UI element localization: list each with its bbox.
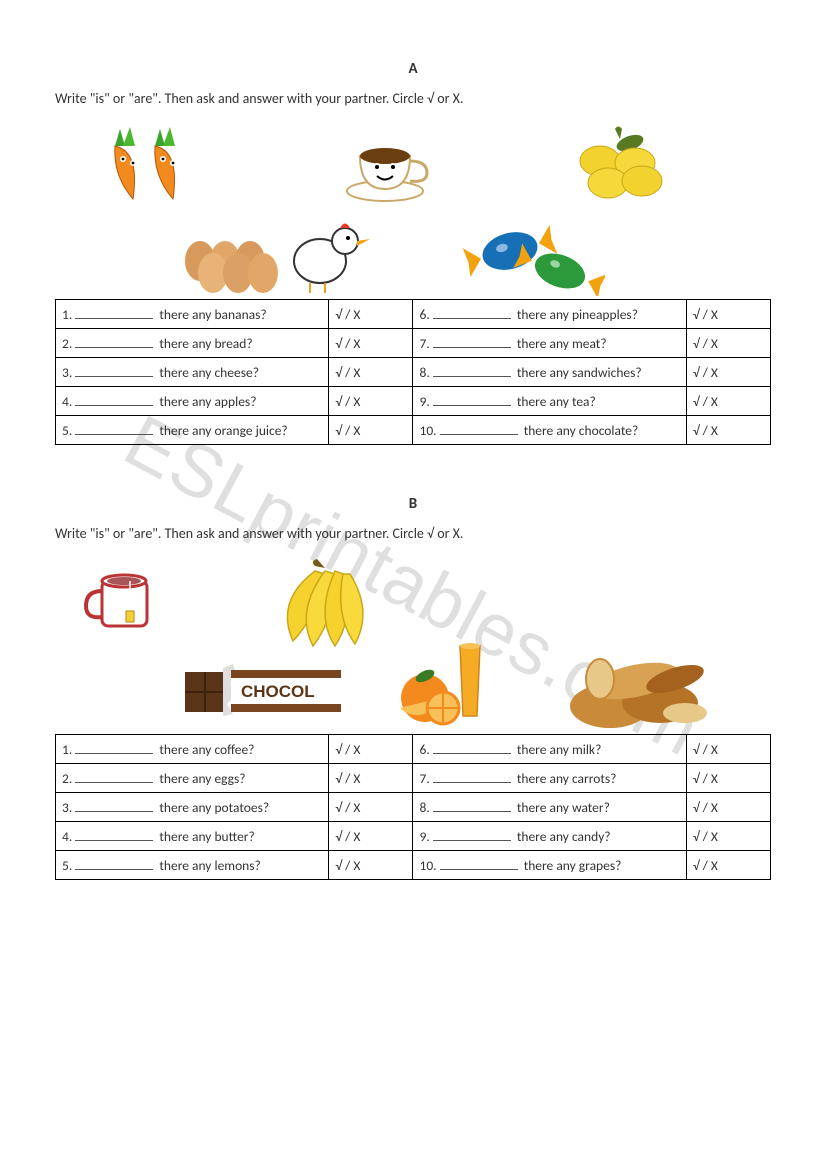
table-row: 4. there any apples?√ / X9. there any te… xyxy=(56,387,771,416)
mark-cell[interactable]: √ / X xyxy=(686,764,770,793)
question-cell[interactable]: 7. there any meat? xyxy=(413,329,686,358)
section-b-title: B xyxy=(55,495,771,513)
question-cell[interactable]: 5. there any orange juice? xyxy=(56,416,329,445)
carrots-icon xyxy=(85,121,195,211)
mark-cell[interactable]: √ / X xyxy=(686,300,770,329)
table-row: 3. there any cheese?√ / X8. there any sa… xyxy=(56,358,771,387)
orange-juice-icon xyxy=(385,636,515,731)
mark-cell[interactable]: √ / X xyxy=(329,793,413,822)
question-cell[interactable]: 6. there any milk? xyxy=(413,735,686,764)
bananas-icon xyxy=(255,556,395,651)
question-cell[interactable]: 1. there any bananas? xyxy=(56,300,329,329)
section-a-images xyxy=(55,121,771,291)
section-a-title: A xyxy=(55,60,771,78)
mark-cell[interactable]: √ / X xyxy=(329,735,413,764)
mark-cell[interactable]: √ / X xyxy=(329,300,413,329)
bread-icon xyxy=(555,641,725,736)
table-row: 1. there any bananas?√ / X6. there any p… xyxy=(56,300,771,329)
section-a-instructions: Write "is" or "are". Then ask and answer… xyxy=(55,90,771,107)
question-cell[interactable]: 3. there any cheese? xyxy=(56,358,329,387)
table-row: 2. there any eggs?√ / X7. there any carr… xyxy=(56,764,771,793)
question-cell[interactable]: 7. there any carrots? xyxy=(413,764,686,793)
mark-cell[interactable]: √ / X xyxy=(686,851,770,880)
section-b-instructions: Write "is" or "are". Then ask and answer… xyxy=(55,525,771,542)
question-cell[interactable]: 4. there any apples? xyxy=(56,387,329,416)
lemons-icon xyxy=(560,121,680,206)
mark-cell[interactable]: √ / X xyxy=(686,793,770,822)
mark-cell[interactable]: √ / X xyxy=(686,358,770,387)
mark-cell[interactable]: √ / X xyxy=(329,822,413,851)
mark-cell[interactable]: √ / X xyxy=(686,416,770,445)
tea-icon xyxy=(80,561,170,641)
question-cell[interactable]: 4. there any butter? xyxy=(56,822,329,851)
mark-cell[interactable]: √ / X xyxy=(329,764,413,793)
question-cell[interactable]: 1. there any coffee? xyxy=(56,735,329,764)
table-row: 2. there any bread?√ / X7. there any mea… xyxy=(56,329,771,358)
question-cell[interactable]: 2. there any eggs? xyxy=(56,764,329,793)
eggs-icon xyxy=(175,211,375,296)
question-cell[interactable]: 9. there any candy? xyxy=(413,822,686,851)
question-cell[interactable]: 3. there any potatoes? xyxy=(56,793,329,822)
table-row: 5. there any lemons?√ / X10. there any g… xyxy=(56,851,771,880)
question-cell[interactable]: 9. there any tea? xyxy=(413,387,686,416)
svg-text:CHOCOL: CHOCOL xyxy=(241,682,315,701)
table-row: 4. there any butter?√ / X9. there any ca… xyxy=(56,822,771,851)
chocolate-icon: CHOCOL xyxy=(175,656,355,726)
mark-cell[interactable]: √ / X xyxy=(686,329,770,358)
mark-cell[interactable]: √ / X xyxy=(329,851,413,880)
question-cell[interactable]: 8. there any sandwiches? xyxy=(413,358,686,387)
mark-cell[interactable]: √ / X xyxy=(329,387,413,416)
question-cell[interactable]: 2. there any bread? xyxy=(56,329,329,358)
mark-cell[interactable]: √ / X xyxy=(686,387,770,416)
mark-cell[interactable]: √ / X xyxy=(329,416,413,445)
mark-cell[interactable]: √ / X xyxy=(686,822,770,851)
table-row: 1. there any coffee?√ / X6. there any mi… xyxy=(56,735,771,764)
question-cell[interactable]: 8. there any water? xyxy=(413,793,686,822)
question-cell[interactable]: 10. there any grapes? xyxy=(413,851,686,880)
mark-cell[interactable]: √ / X xyxy=(686,735,770,764)
table-row: 3. there any potatoes?√ / X8. there any … xyxy=(56,793,771,822)
section-a-table: 1. there any bananas?√ / X6. there any p… xyxy=(55,299,771,445)
question-cell[interactable]: 6. there any pineapples? xyxy=(413,300,686,329)
candy-icon xyxy=(455,216,605,296)
mark-cell[interactable]: √ / X xyxy=(329,329,413,358)
question-cell[interactable]: 5. there any lemons? xyxy=(56,851,329,880)
section-b-table: 1. there any coffee?√ / X6. there any mi… xyxy=(55,734,771,880)
coffee-icon xyxy=(335,131,435,206)
question-cell[interactable]: 10. there any chocolate? xyxy=(413,416,686,445)
section-b-images: CHOCOL xyxy=(55,556,771,726)
table-row: 5. there any orange juice?√ / X10. there… xyxy=(56,416,771,445)
mark-cell[interactable]: √ / X xyxy=(329,358,413,387)
